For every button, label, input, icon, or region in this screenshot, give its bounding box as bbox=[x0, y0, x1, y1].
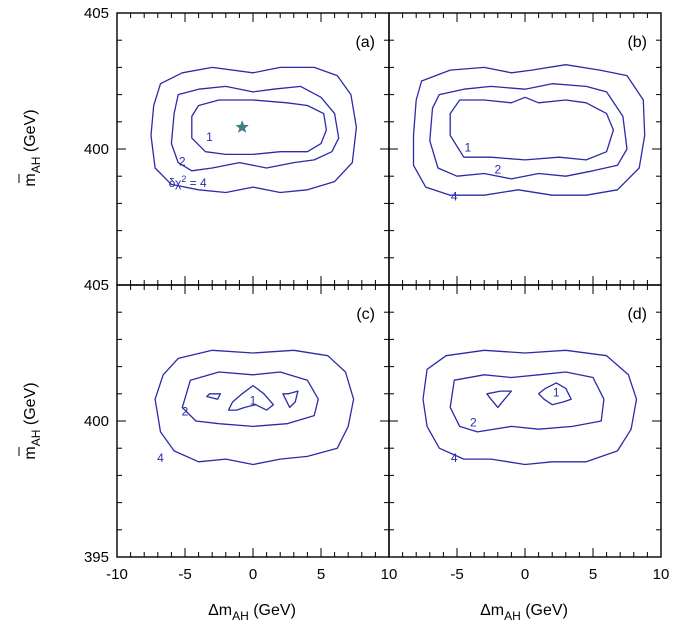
x-axis-label-right-unit: (GeV) bbox=[521, 602, 568, 619]
panel-border bbox=[388, 284, 662, 558]
panel-label: (b) bbox=[627, 34, 647, 51]
contour-level-1 bbox=[282, 390, 299, 409]
contour-label-2: 2 bbox=[179, 154, 186, 168]
contour-label-4: 4 bbox=[157, 451, 164, 465]
contour-level-1 bbox=[191, 99, 328, 156]
x-tick-label: 0 bbox=[521, 566, 529, 583]
x-axis-label-left-sub: AH bbox=[232, 609, 249, 623]
panel-d: (d) 1 2 4 bbox=[422, 306, 647, 466]
panel-label: (c) bbox=[356, 306, 375, 323]
panel-b: (b) 1 2 4 bbox=[412, 34, 647, 204]
x-axis-label-left: ΔmAH (GeV) bbox=[208, 602, 296, 623]
x-axis-label-left-symbol: Δm bbox=[208, 602, 232, 619]
y-axis-label-bottom-unit: (GeV) bbox=[22, 382, 39, 429]
panel-label: (d) bbox=[627, 306, 647, 323]
contour-level-4 bbox=[154, 349, 355, 466]
contour-level-4 bbox=[150, 66, 358, 194]
contour-level-1 bbox=[537, 382, 572, 406]
contour-level-2 bbox=[181, 371, 319, 428]
contour-label-delta-chi2: δχ2 = 4 bbox=[169, 174, 207, 190]
x-tick-label: 5 bbox=[589, 566, 597, 583]
panel-frame-1-0 bbox=[116, 284, 390, 558]
x-tick-label: -10 bbox=[106, 566, 128, 583]
x-axis-label-left-unit: (GeV) bbox=[249, 602, 296, 619]
contour-level-4 bbox=[412, 64, 646, 196]
contour-label-4: 4 bbox=[451, 190, 458, 204]
panel-border bbox=[116, 12, 390, 286]
panel-border bbox=[116, 284, 390, 558]
x-tick-label: -5 bbox=[450, 566, 463, 583]
panel-frame-1-1 bbox=[388, 284, 662, 558]
y-axis-label-top-symbol: m bbox=[22, 173, 39, 186]
contour-level-2 bbox=[429, 83, 628, 180]
contour-level-1 bbox=[206, 393, 222, 400]
contour-level-2 bbox=[449, 371, 605, 433]
y-tick-label: 395 bbox=[84, 549, 109, 566]
x-tick-label: 10 bbox=[381, 566, 398, 583]
contour-label-1: 1 bbox=[206, 130, 213, 144]
contour-label-1: 1 bbox=[553, 386, 560, 400]
x-tick-label: -5 bbox=[178, 566, 191, 583]
y-axis-label-top: mAH (GeV) bbox=[22, 109, 43, 186]
contour-label-2: 2 bbox=[494, 162, 501, 176]
y-tick-label: 405 bbox=[84, 277, 109, 294]
y-axis-label-top-unit: (GeV) bbox=[22, 109, 39, 156]
plot-layer: -10 -5 0 5 10 -5 0 5 10 405 400 405 400 395 (a) 1 2 δχ2 =… bbox=[84, 5, 669, 583]
panel-a: (a) 1 2 δχ2 = 4 bbox=[150, 34, 375, 194]
contour-label-2: 2 bbox=[470, 415, 477, 429]
panel-c: (c) 1 2 4 bbox=[154, 306, 375, 466]
x-axis-label-right: ΔmAH (GeV) bbox=[480, 602, 568, 623]
y-axis-label-bottom-sub: AH bbox=[29, 430, 43, 447]
best-fit-star-marker bbox=[235, 120, 249, 133]
y-tick-label: 405 bbox=[84, 5, 109, 22]
panel-label: (a) bbox=[355, 34, 375, 51]
y-tick-label: 400 bbox=[84, 413, 109, 430]
y-axis-label-bottom: mAH (GeV) bbox=[22, 382, 43, 459]
contour-level-2 bbox=[170, 85, 340, 172]
contour-label-2: 2 bbox=[182, 405, 189, 419]
panel-border bbox=[388, 12, 662, 286]
x-tick-label: 5 bbox=[317, 566, 325, 583]
contour-level-1 bbox=[449, 96, 615, 161]
y-axis-label-bottom-symbol: m bbox=[22, 446, 39, 459]
panel-frame-0-0 bbox=[116, 12, 390, 286]
y-tick-label: 400 bbox=[84, 141, 109, 158]
x-axis-label-right-sub: AH bbox=[504, 609, 521, 623]
contour-level-4 bbox=[422, 349, 638, 466]
x-tick-label: 0 bbox=[249, 566, 257, 583]
contour-label-1: 1 bbox=[465, 141, 472, 155]
y-axis-label-top-sub: AH bbox=[29, 157, 43, 174]
contour-label-4: 4 bbox=[451, 451, 458, 465]
contour-level-1 bbox=[227, 384, 275, 411]
contour-level-1 bbox=[486, 390, 513, 409]
x-tick-label: 10 bbox=[653, 566, 670, 583]
x-axis-label-right-symbol: Δm bbox=[480, 602, 504, 619]
contour-label-1: 1 bbox=[250, 394, 257, 408]
panel-frame-0-1 bbox=[388, 12, 662, 286]
